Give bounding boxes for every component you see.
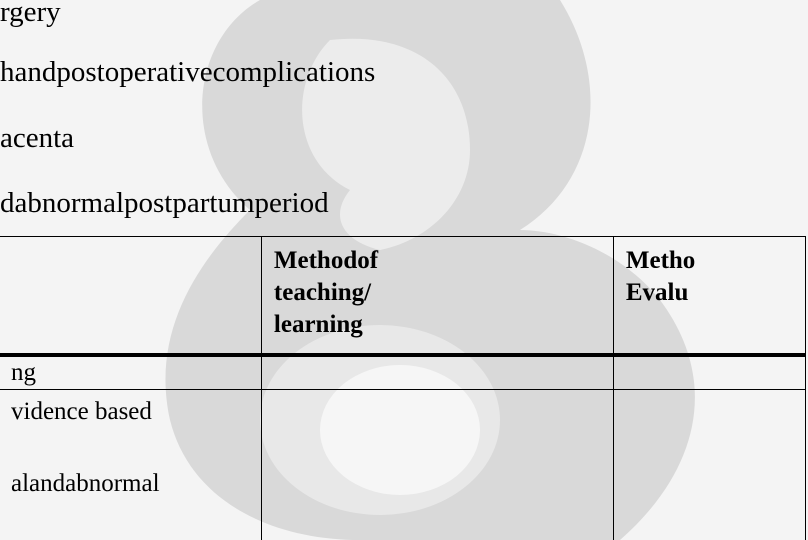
cell: [612, 389, 807, 540]
text-line: handpostoperativecomplications: [0, 56, 376, 88]
header-text: Methodof: [273, 247, 379, 274]
cell: [260, 354, 614, 390]
cell-text: alandabnormal: [11, 470, 160, 497]
table: Methodof teaching/ learning Metho Evalu …: [0, 236, 807, 540]
header-text: Metho: [625, 247, 696, 274]
header-text: Evalu: [625, 279, 689, 306]
table-row: vidence based alandabnormal: [0, 389, 807, 540]
cell: [612, 354, 807, 390]
header-text: teaching/: [273, 279, 372, 306]
table-header: Methodof teaching/ learning Metho Evalu: [0, 236, 807, 357]
header-cell: [0, 236, 262, 357]
table-row: ng: [0, 354, 807, 390]
text-line: rgery: [0, 0, 61, 28]
cell: vidence based alandabnormal: [0, 389, 262, 540]
header-text: learning: [273, 311, 363, 338]
cell: ng: [0, 354, 262, 390]
text-line: acenta: [0, 122, 75, 154]
cell-text: ng: [11, 359, 36, 386]
cell-text: vidence based: [11, 398, 152, 425]
cell: [260, 389, 614, 540]
header-cell: Metho Evalu: [612, 236, 807, 357]
header-cell: Methodof teaching/ learning: [260, 236, 614, 357]
text-line: dabnormalpostpartumperiod: [0, 187, 329, 219]
